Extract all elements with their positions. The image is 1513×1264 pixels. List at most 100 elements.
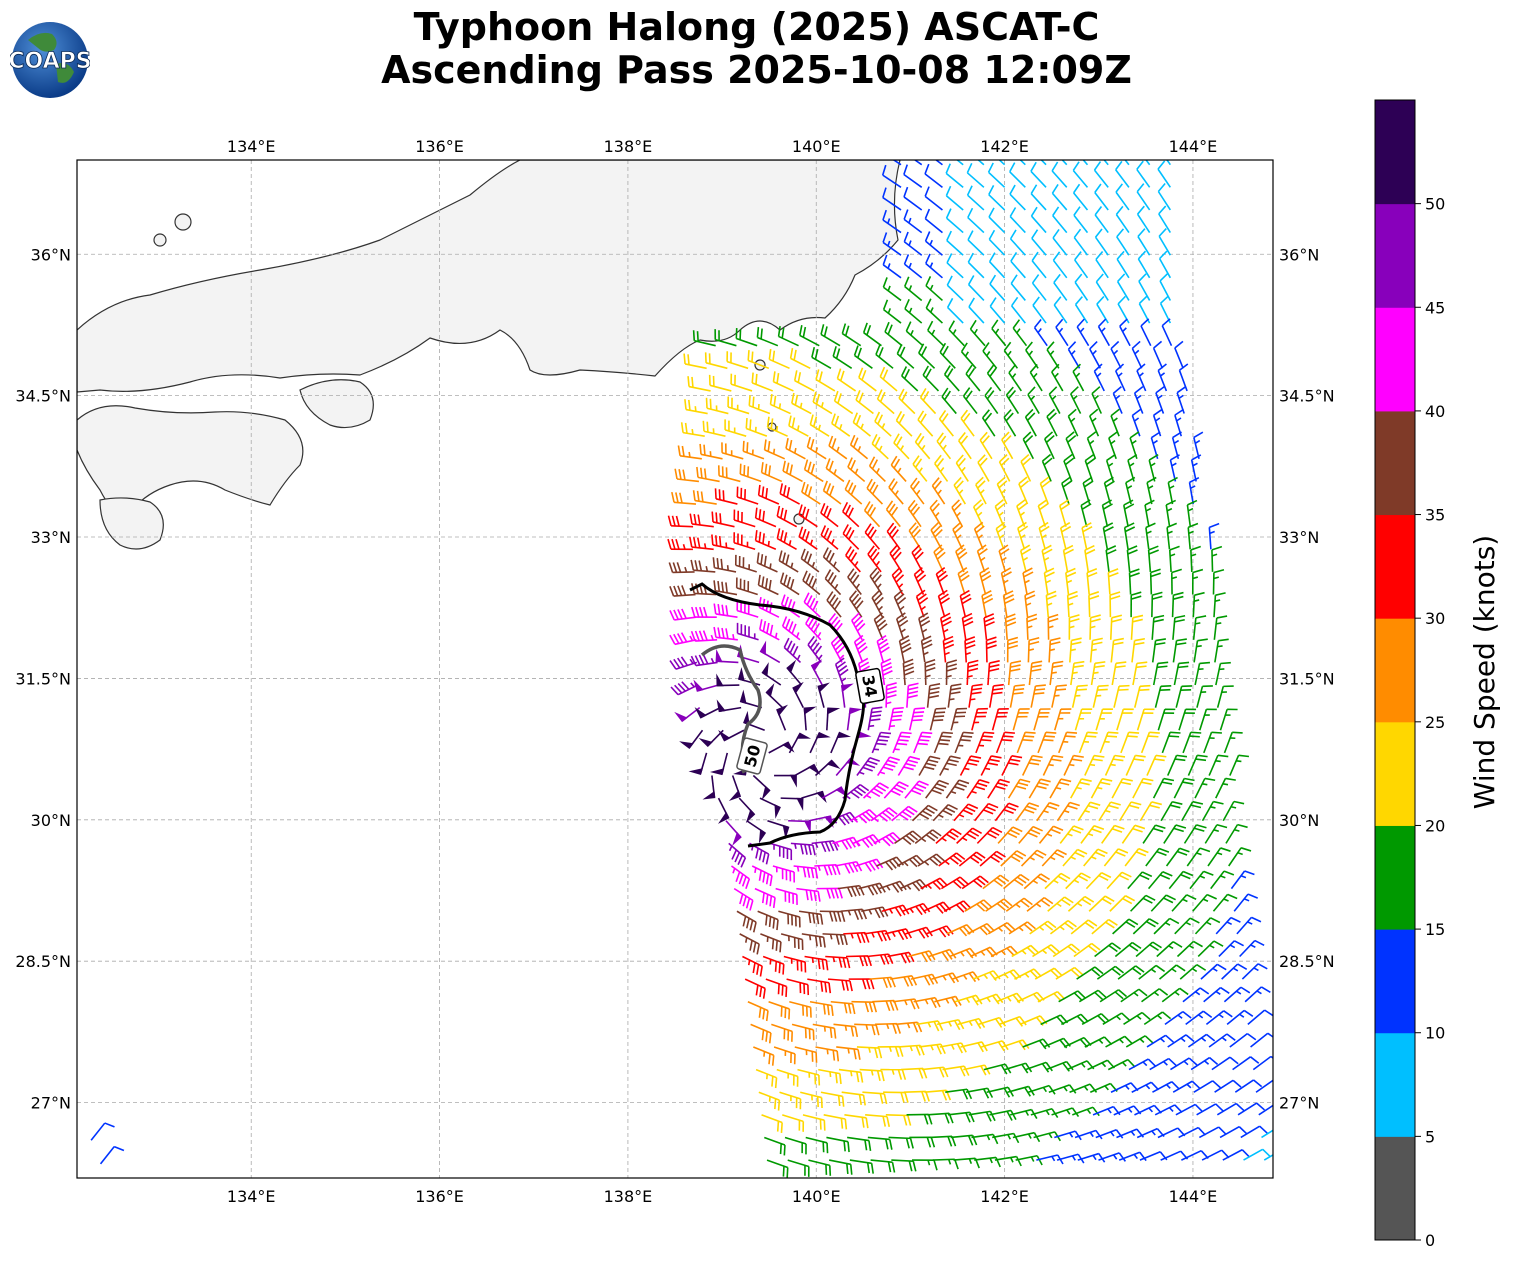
- wind-barb: [1158, 964, 1186, 980]
- wind-barb: [742, 440, 765, 460]
- wind-barb: [1120, 988, 1148, 1003]
- wind-barb: [818, 1068, 842, 1085]
- wind-barb: [975, 476, 987, 505]
- wind-barb: [794, 1046, 818, 1063]
- wind-barb: [939, 1042, 967, 1054]
- wind-barb: [969, 319, 986, 347]
- wind-barb: [1001, 1039, 1030, 1051]
- wind-barb: [1012, 319, 1028, 347]
- wind-barb: [947, 683, 962, 708]
- wind-barb: [1099, 731, 1119, 754]
- wind-barb: [1085, 871, 1112, 890]
- wind-barb: [924, 186, 943, 211]
- wind-barb: [767, 819, 790, 840]
- wind-barb: [782, 460, 803, 483]
- wind-barb: [1112, 386, 1123, 414]
- wind-barb: [867, 545, 882, 573]
- wind-barb: [844, 479, 863, 505]
- wind-barb: [821, 786, 848, 799]
- wind-barb: [933, 544, 946, 573]
- lat-tick-label-left: 33°N: [31, 528, 71, 547]
- wind-barb: [1094, 228, 1109, 256]
- lat-tick-label-right: 31.5°N: [1279, 669, 1335, 688]
- wind-barb: [994, 499, 1006, 527]
- wind-barb: [669, 632, 697, 646]
- wind-barb: [805, 1136, 829, 1154]
- wind-barb: [1115, 160, 1130, 188]
- wind-barb: [1101, 499, 1113, 527]
- wind-barb: [1225, 823, 1248, 844]
- wind-barb: [747, 350, 770, 370]
- wind-barb: [764, 1136, 786, 1156]
- wind-barb: [936, 432, 952, 460]
- wind-barb: [918, 755, 941, 776]
- wind-barb: [1114, 363, 1126, 392]
- wind-barb: [1017, 521, 1029, 550]
- wind-barb: [782, 1114, 805, 1132]
- wind-barb: [780, 797, 804, 811]
- wind-barb: [856, 756, 880, 776]
- wind-barb: [1016, 731, 1036, 754]
- wind-barb: [1190, 545, 1201, 572]
- lon-tick-label-bottom: 136°E: [415, 1187, 464, 1206]
- wind-barb: [842, 524, 860, 550]
- wind-barb: [694, 706, 721, 719]
- wind-barb: [817, 682, 830, 708]
- lat-tick-label-left: 28.5°N: [15, 952, 71, 971]
- wind-barb: [1157, 183, 1172, 211]
- wind-barb: [882, 299, 902, 324]
- wind-barb: [989, 1109, 1017, 1121]
- wind-barb: [1086, 431, 1097, 460]
- wind-barb: [1130, 614, 1144, 640]
- wind-barb: [862, 1091, 888, 1105]
- wind-barb: [1071, 684, 1088, 708]
- wind-barb: [1208, 754, 1229, 776]
- wind-barb: [981, 409, 996, 437]
- wind-barb: [1072, 183, 1089, 211]
- wind-barb: [728, 842, 747, 868]
- wind-barb: [896, 854, 925, 868]
- wind-barb: [961, 875, 989, 890]
- wind-barb: [988, 207, 1006, 234]
- wind-barb: [924, 658, 936, 686]
- wind-barb: [988, 252, 1006, 279]
- wind-barb: [1038, 825, 1064, 844]
- colorbar-tick-label: 15: [1425, 920, 1445, 939]
- wind-barb: [917, 853, 945, 867]
- wind-barb: [966, 185, 985, 211]
- wind-barb: [1001, 755, 1023, 776]
- wind-barb: [1116, 250, 1130, 279]
- colorbar-segment: [1375, 514, 1415, 619]
- wind-barb: [1105, 1035, 1133, 1048]
- wind-barb: [907, 950, 936, 963]
- wind-barb: [1182, 731, 1202, 754]
- wind-barb: [1081, 522, 1093, 550]
- wind-barb: [806, 436, 827, 460]
- wind-barb: [925, 276, 943, 302]
- wind-barb: [693, 679, 719, 692]
- wind-barb: [829, 1159, 853, 1175]
- wind-barb: [825, 955, 851, 969]
- wind-barb: [684, 399, 708, 415]
- wind-barb: [933, 731, 953, 754]
- wind-barb: [789, 1000, 812, 1018]
- wind-barb: [871, 731, 892, 754]
- wind-barb: [862, 322, 882, 347]
- wind-barb: [1188, 477, 1200, 505]
- wind-barb: [1073, 942, 1101, 958]
- wind-barb: [677, 445, 702, 460]
- wind-barb: [1029, 363, 1043, 392]
- wind-barb: [936, 1018, 965, 1031]
- wind-barb: [716, 699, 742, 713]
- wind-barb: [726, 351, 749, 370]
- wind-barb: [1157, 160, 1172, 188]
- wind-barb: [1212, 568, 1225, 595]
- wind-barb: [750, 1023, 772, 1044]
- wind-barb: [1080, 824, 1105, 844]
- wind-barb: [880, 1068, 907, 1080]
- wind-barb: [735, 577, 758, 596]
- wind-barb: [1045, 1060, 1074, 1072]
- wind-barb: [674, 468, 699, 483]
- wind-barb: [828, 435, 848, 460]
- wind-barb: [1020, 849, 1047, 867]
